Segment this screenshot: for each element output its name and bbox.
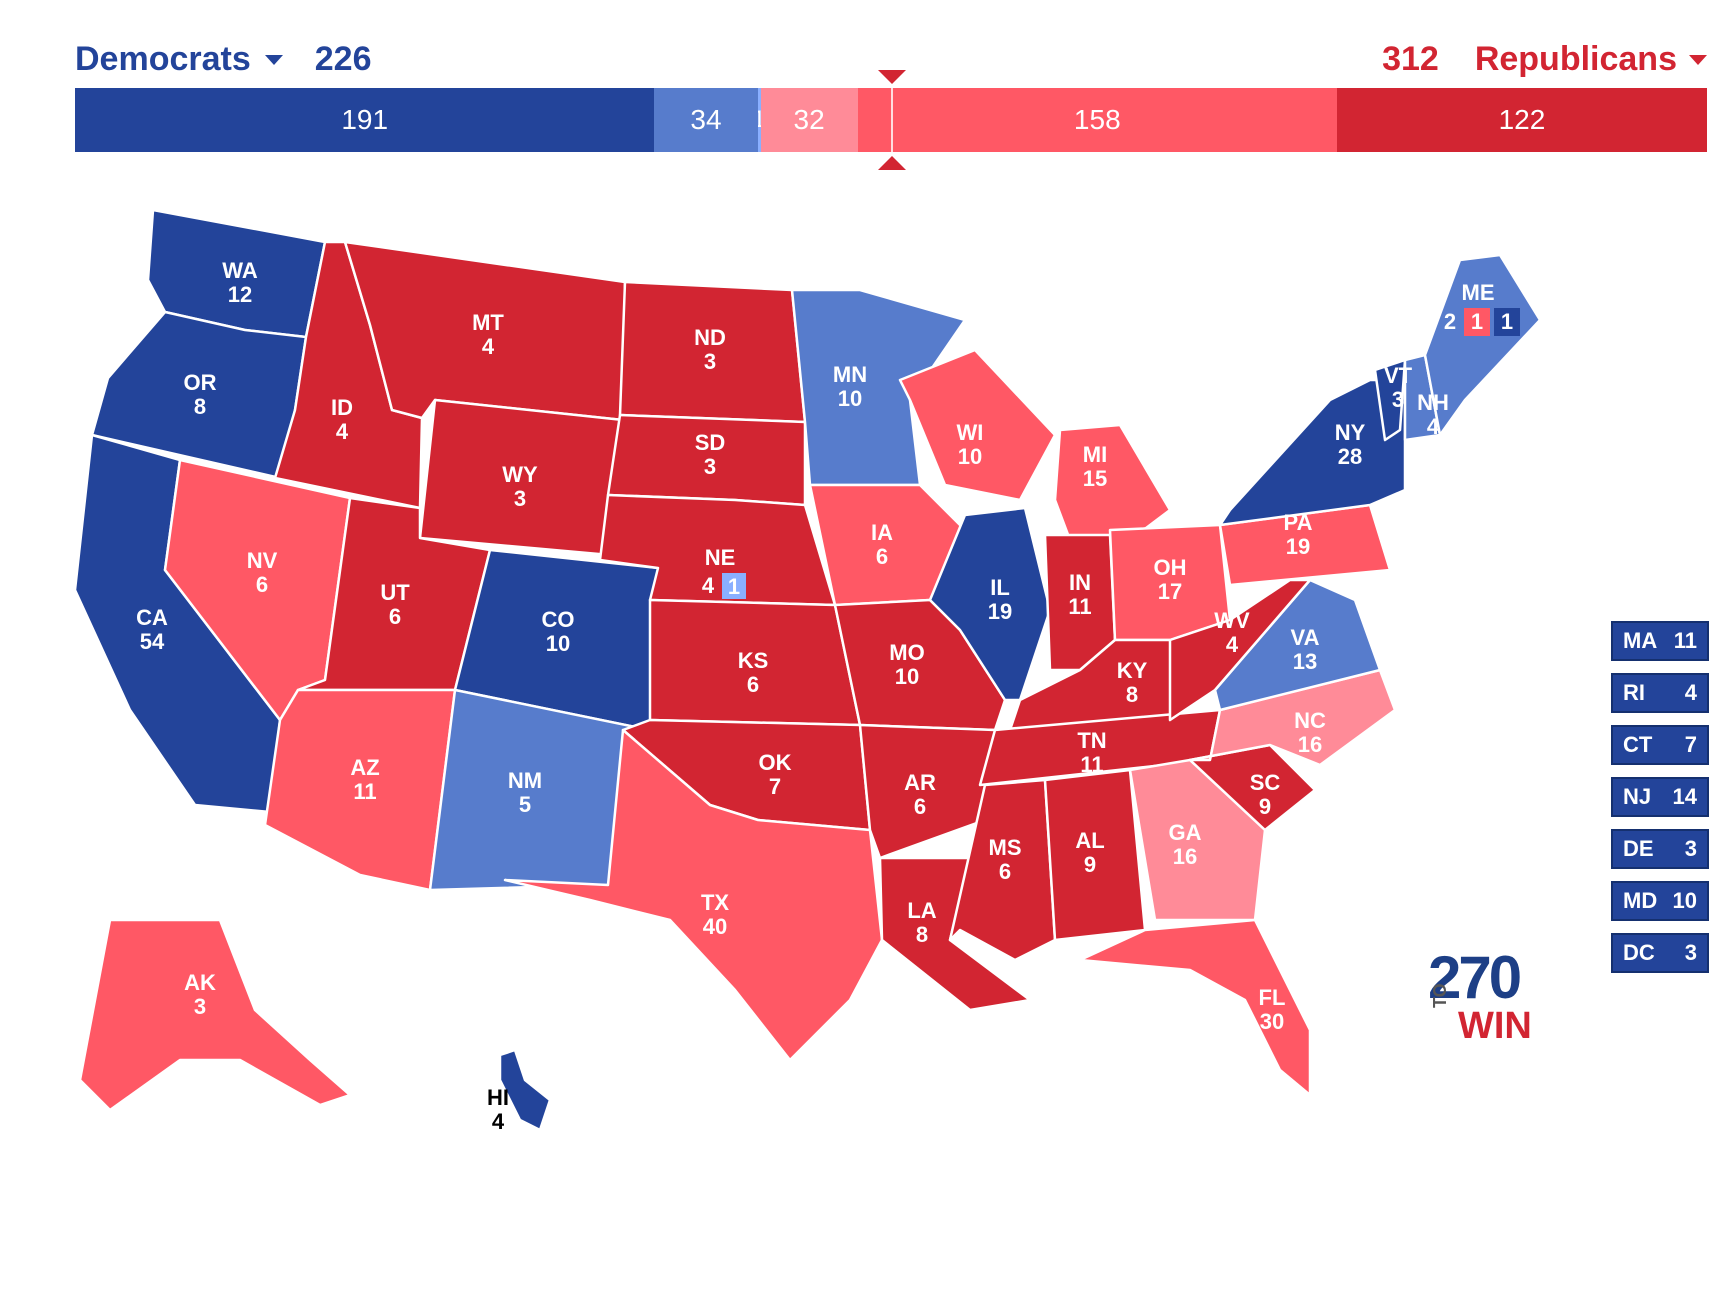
state-mn[interactable] [790, 288, 967, 487]
state-vt[interactable] [1373, 358, 1407, 442]
small-state-abbr: DC [1623, 940, 1655, 965]
district-box[interactable] [1494, 308, 1520, 336]
state-hi[interactable] [498, 1048, 552, 1132]
district-box[interactable] [1464, 308, 1490, 336]
us-map: WA12OR8CA54NV6ID4MT4WY3UT6AZ11CO10NM5ND3… [73, 208, 1542, 1134]
chevron-down-icon [264, 54, 283, 65]
state-ak[interactable] [78, 918, 352, 1112]
state-mt[interactable] [343, 240, 627, 422]
democrats-dropdown[interactable]: Democrats 226 [75, 40, 371, 79]
republicans-dropdown[interactable]: Republicans 312 [1382, 40, 1707, 79]
state-wy[interactable] [418, 398, 625, 557]
district-box[interactable] [722, 573, 746, 599]
bar-segment: 191 [75, 88, 655, 152]
threshold-marker-top-icon [878, 70, 906, 84]
state-mi[interactable] [1053, 423, 1172, 542]
bar-segment: 32 [760, 88, 858, 152]
state-ny[interactable] [1218, 378, 1407, 527]
logo-to: TO [1430, 983, 1450, 1008]
state-fl[interactable] [1078, 918, 1312, 1097]
logo-number: 270 [1428, 944, 1522, 1011]
state-al[interactable] [1043, 768, 1147, 942]
small-state-ev: 4 [1684, 680, 1697, 705]
state-az[interactable] [263, 688, 457, 892]
small-state-abbr: RI [1623, 680, 1645, 705]
state-nc[interactable] [1188, 668, 1397, 767]
bar-segment: 122 [1336, 88, 1707, 152]
small-state-ma[interactable]: MA 11 [1611, 621, 1709, 661]
electoral-vote-bar: 19134132158122 [75, 88, 1707, 152]
270-threshold-line [891, 86, 893, 154]
small-state-abbr: CT [1623, 732, 1653, 757]
threshold-marker-bottom-icon [878, 156, 906, 170]
small-state-ev: 14 [1672, 784, 1697, 809]
small-state-abbr: NJ [1623, 784, 1652, 809]
state-il[interactable] [928, 506, 1052, 702]
state-me[interactable] [1423, 253, 1542, 437]
small-state-ct[interactable]: CT 7 [1611, 725, 1709, 765]
small-state-abbr: DE [1623, 836, 1654, 861]
republicans-label: Republicans [1474, 40, 1677, 78]
state-tx[interactable] [503, 728, 884, 1062]
small-state-abbr: MA [1623, 628, 1658, 653]
small-state-md[interactable]: MD 10 [1611, 881, 1709, 921]
small-state-de[interactable]: DE 3 [1611, 829, 1709, 869]
state-sd[interactable] [606, 413, 807, 507]
small-state-ev: 11 [1673, 628, 1697, 653]
small-state-nj[interactable]: NJ 14 [1611, 777, 1709, 817]
small-state-abbr: MD [1623, 888, 1658, 913]
democrats-total: 226 [314, 40, 372, 78]
republicans-total: 312 [1382, 40, 1439, 78]
small-state-ev: 7 [1684, 732, 1697, 757]
state-nd[interactable] [618, 280, 807, 424]
state-ev-label: 4 [492, 1109, 505, 1134]
state-wv[interactable] [1168, 578, 1312, 722]
small-state-ev: 3 [1684, 836, 1697, 861]
header: Democrats 226 Republicans 312 1913413215… [0, 0, 1736, 180]
state-ar[interactable] [858, 723, 997, 860]
democrats-label: Democrats [75, 40, 251, 78]
small-state-ev: 3 [1684, 940, 1697, 965]
chevron-down-icon [1689, 54, 1707, 65]
bar-segment: 1 [757, 88, 761, 152]
state-oh[interactable] [1108, 523, 1232, 642]
state-wi[interactable] [898, 348, 1057, 502]
state-ks[interactable] [648, 598, 862, 727]
logo-win: WIN [1458, 1005, 1532, 1047]
bar-segment: 34 [654, 88, 758, 152]
270towin-logo: 270 TO WIN [1428, 948, 1548, 1048]
bar-segment: 158 [857, 88, 1337, 152]
small-states-panel: MA 11 RI 4 CT 7 NJ 14 DE 3 MD 10 DC 3 [1611, 621, 1709, 985]
small-state-ev: 10 [1672, 888, 1697, 913]
small-state-ri[interactable]: RI 4 [1611, 673, 1709, 713]
small-state-dc[interactable]: DC 3 [1611, 933, 1709, 973]
